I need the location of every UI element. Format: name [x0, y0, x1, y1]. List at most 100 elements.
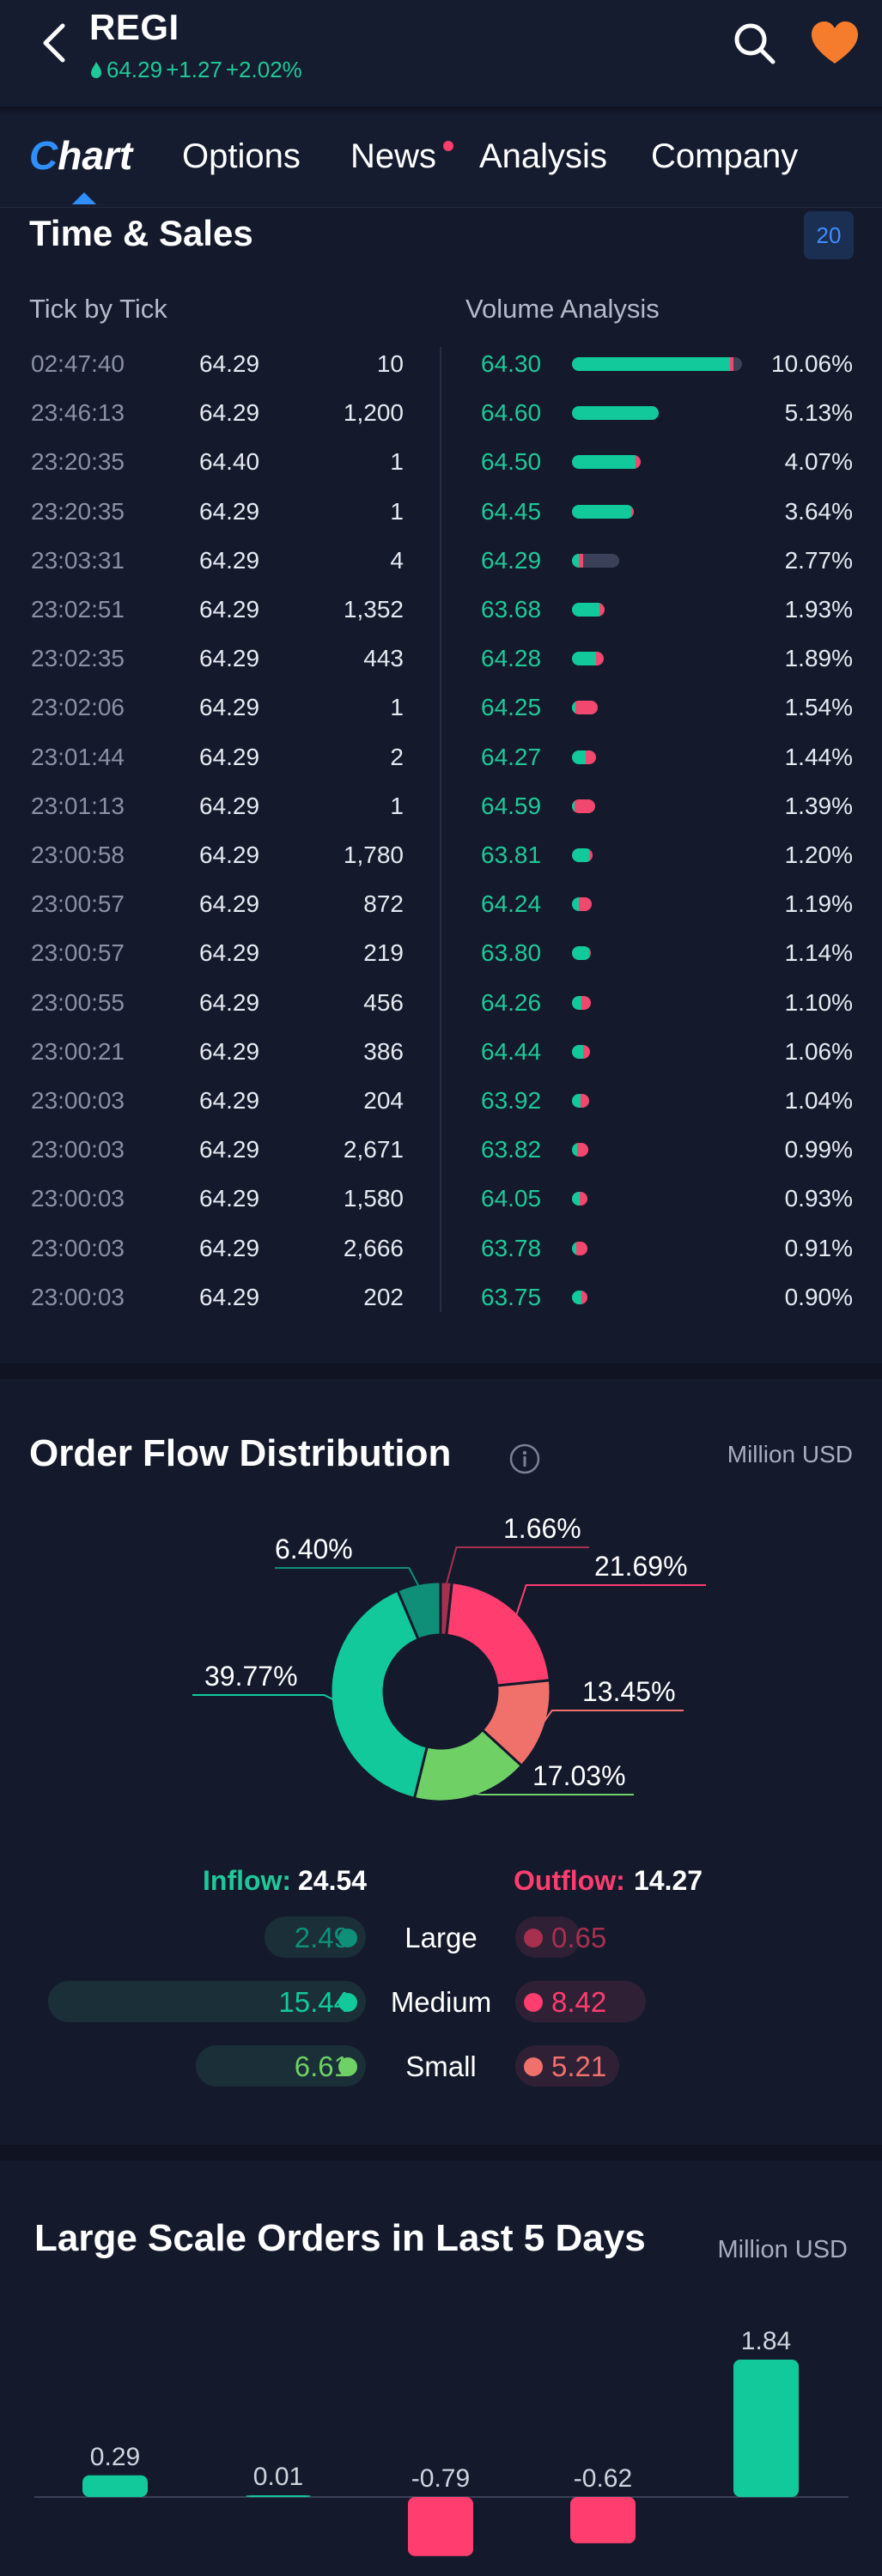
volume-row: 64.05 0.93%: [441, 1185, 882, 1234]
volume-row: 63.68 1.93%: [441, 596, 882, 645]
tick-volume: 10: [376, 350, 404, 377]
tick-time: 23:00:03: [31, 1283, 125, 1310]
tick-time: 23:01:44: [31, 743, 125, 770]
volume-bar: [572, 701, 599, 715]
tab-news[interactable]: News: [350, 137, 437, 175]
tab-chart[interactable]: Chart: [29, 132, 132, 179]
volume-bar-sell: [589, 848, 593, 862]
volume-bar-sell: [576, 1241, 587, 1255]
volume-bar-buy: [572, 1143, 577, 1157]
volume-bar-buy: [572, 848, 590, 862]
volume-row: 63.80 1.14%: [441, 939, 882, 988]
volume-row: 64.44 1.06%: [441, 1038, 882, 1087]
order-flow-info-button[interactable]: [508, 1443, 541, 1475]
order-flow-unit: Million USD: [727, 1441, 853, 1467]
volume-bar-sell: [635, 455, 642, 470]
volume-bar-buy: [572, 1192, 581, 1206]
tick-time: 23:00:55: [31, 988, 125, 1016]
inflow-dot: [338, 1929, 357, 1947]
volume-bar-sell: [589, 946, 592, 961]
tick-price: 64.29: [199, 890, 260, 918]
price-change-pct: +2.02%: [225, 57, 302, 82]
volume-pct: 1.93%: [784, 596, 853, 623]
volume-price: 64.60: [481, 399, 542, 427]
volume-row: 64.26 1.10%: [441, 989, 882, 1038]
volume-analysis-header: Volume Analysis: [465, 294, 660, 324]
tick-by-tick-header: Tick by Tick: [29, 294, 167, 324]
volume-price: 64.27: [481, 743, 542, 770]
tick-price: 64.29: [199, 596, 260, 623]
back-button[interactable]: [34, 19, 72, 67]
tab-options[interactable]: Options: [182, 137, 301, 175]
size-label: Small: [405, 2050, 477, 2082]
tick-row: 23:01:13 64.29 1: [0, 793, 440, 841]
flow-row-small: 6.61 Small 5.21: [0, 2045, 882, 2088]
outflow-dot: [524, 1929, 543, 1947]
volume-bar: [572, 1143, 589, 1157]
volume-bar-buy: [572, 1290, 581, 1304]
donut-pct-label: 39.77%: [204, 1661, 298, 1692]
bar-value-label: -0.62: [574, 2464, 632, 2493]
tick-volume: 1: [390, 792, 404, 819]
volume-pct: 1.04%: [784, 1087, 853, 1114]
inflow-amount: 15.44: [278, 1986, 350, 2018]
tick-time: 23:00:03: [31, 1185, 125, 1212]
volume-price: 64.50: [481, 448, 542, 476]
watchlist-button[interactable]: [809, 19, 861, 67]
tick-price: 64.29: [199, 939, 260, 967]
tick-row: 23:00:03 64.29 1,580: [0, 1185, 440, 1234]
tick-volume: 219: [363, 939, 404, 967]
tick-time: 23:00:03: [31, 1087, 125, 1114]
volume-bar-sell: [599, 603, 605, 617]
volume-price: 64.59: [481, 792, 542, 819]
tick-time: 23:46:13: [31, 399, 125, 427]
volume-bar-buy: [572, 701, 575, 715]
tick-row: 02:47:40 64.29 10: [0, 350, 440, 399]
volume-bar-sell: [574, 799, 596, 813]
tick-price: 64.29: [199, 694, 260, 721]
volume-bar: [572, 406, 659, 421]
volume-price: 63.80: [481, 939, 542, 967]
volume-row: 64.29 2.77%: [441, 547, 882, 596]
volume-bar-sell: [581, 995, 591, 1010]
volume-bar-buy: [572, 799, 575, 813]
outflow-amount: 5.21: [551, 2050, 607, 2082]
volume-pct: 10.06%: [771, 350, 853, 377]
donut-pct-label: 21.69%: [594, 1551, 688, 1582]
tick-time: 23:20:35: [31, 497, 125, 525]
row-count-button[interactable]: 20: [804, 211, 854, 259]
tab-company[interactable]: Company: [651, 137, 799, 175]
bar: [570, 2497, 636, 2543]
order-flow-donut-chart: [192, 1546, 706, 1803]
volume-row: 63.78 0.91%: [441, 1235, 882, 1284]
volume-bar-buy: [572, 750, 586, 764]
active-tab-indicator: [72, 192, 96, 204]
tick-price: 64.29: [199, 399, 260, 427]
tick-row: 23:00:57 64.29 219: [0, 939, 440, 988]
tick-price: 64.29: [199, 988, 260, 1016]
volume-bar-sell: [578, 553, 584, 568]
volume-bar: [572, 1094, 590, 1108]
volume-bar-buy: [572, 504, 632, 519]
news-notification-dot: [443, 141, 453, 151]
inflow-pill: [48, 1981, 366, 2022]
tick-row: 23:02:51 64.29 1,352: [0, 596, 440, 645]
donut-slice: [445, 1581, 551, 1687]
volume-row: 64.60 5.13%: [441, 399, 882, 448]
volume-price: 63.68: [481, 596, 542, 623]
tab-analysis[interactable]: Analysis: [479, 137, 607, 175]
search-button[interactable]: [730, 19, 778, 67]
volume-bar-sell: [581, 1290, 587, 1304]
volume-row: 63.92 1.04%: [441, 1087, 882, 1136]
tick-volume: 1: [390, 694, 404, 721]
volume-bar-sell: [576, 1143, 589, 1157]
bar: [408, 2497, 473, 2556]
volume-price: 63.75: [481, 1283, 542, 1310]
tick-row: 23:00:03 64.29 2,666: [0, 1235, 440, 1284]
bar-value-label: 0.29: [90, 2443, 140, 2471]
volume-pct: 1.10%: [784, 988, 853, 1016]
tick-price: 64.29: [199, 546, 260, 574]
volume-bar-sell: [631, 504, 634, 519]
bar: [82, 2475, 148, 2497]
